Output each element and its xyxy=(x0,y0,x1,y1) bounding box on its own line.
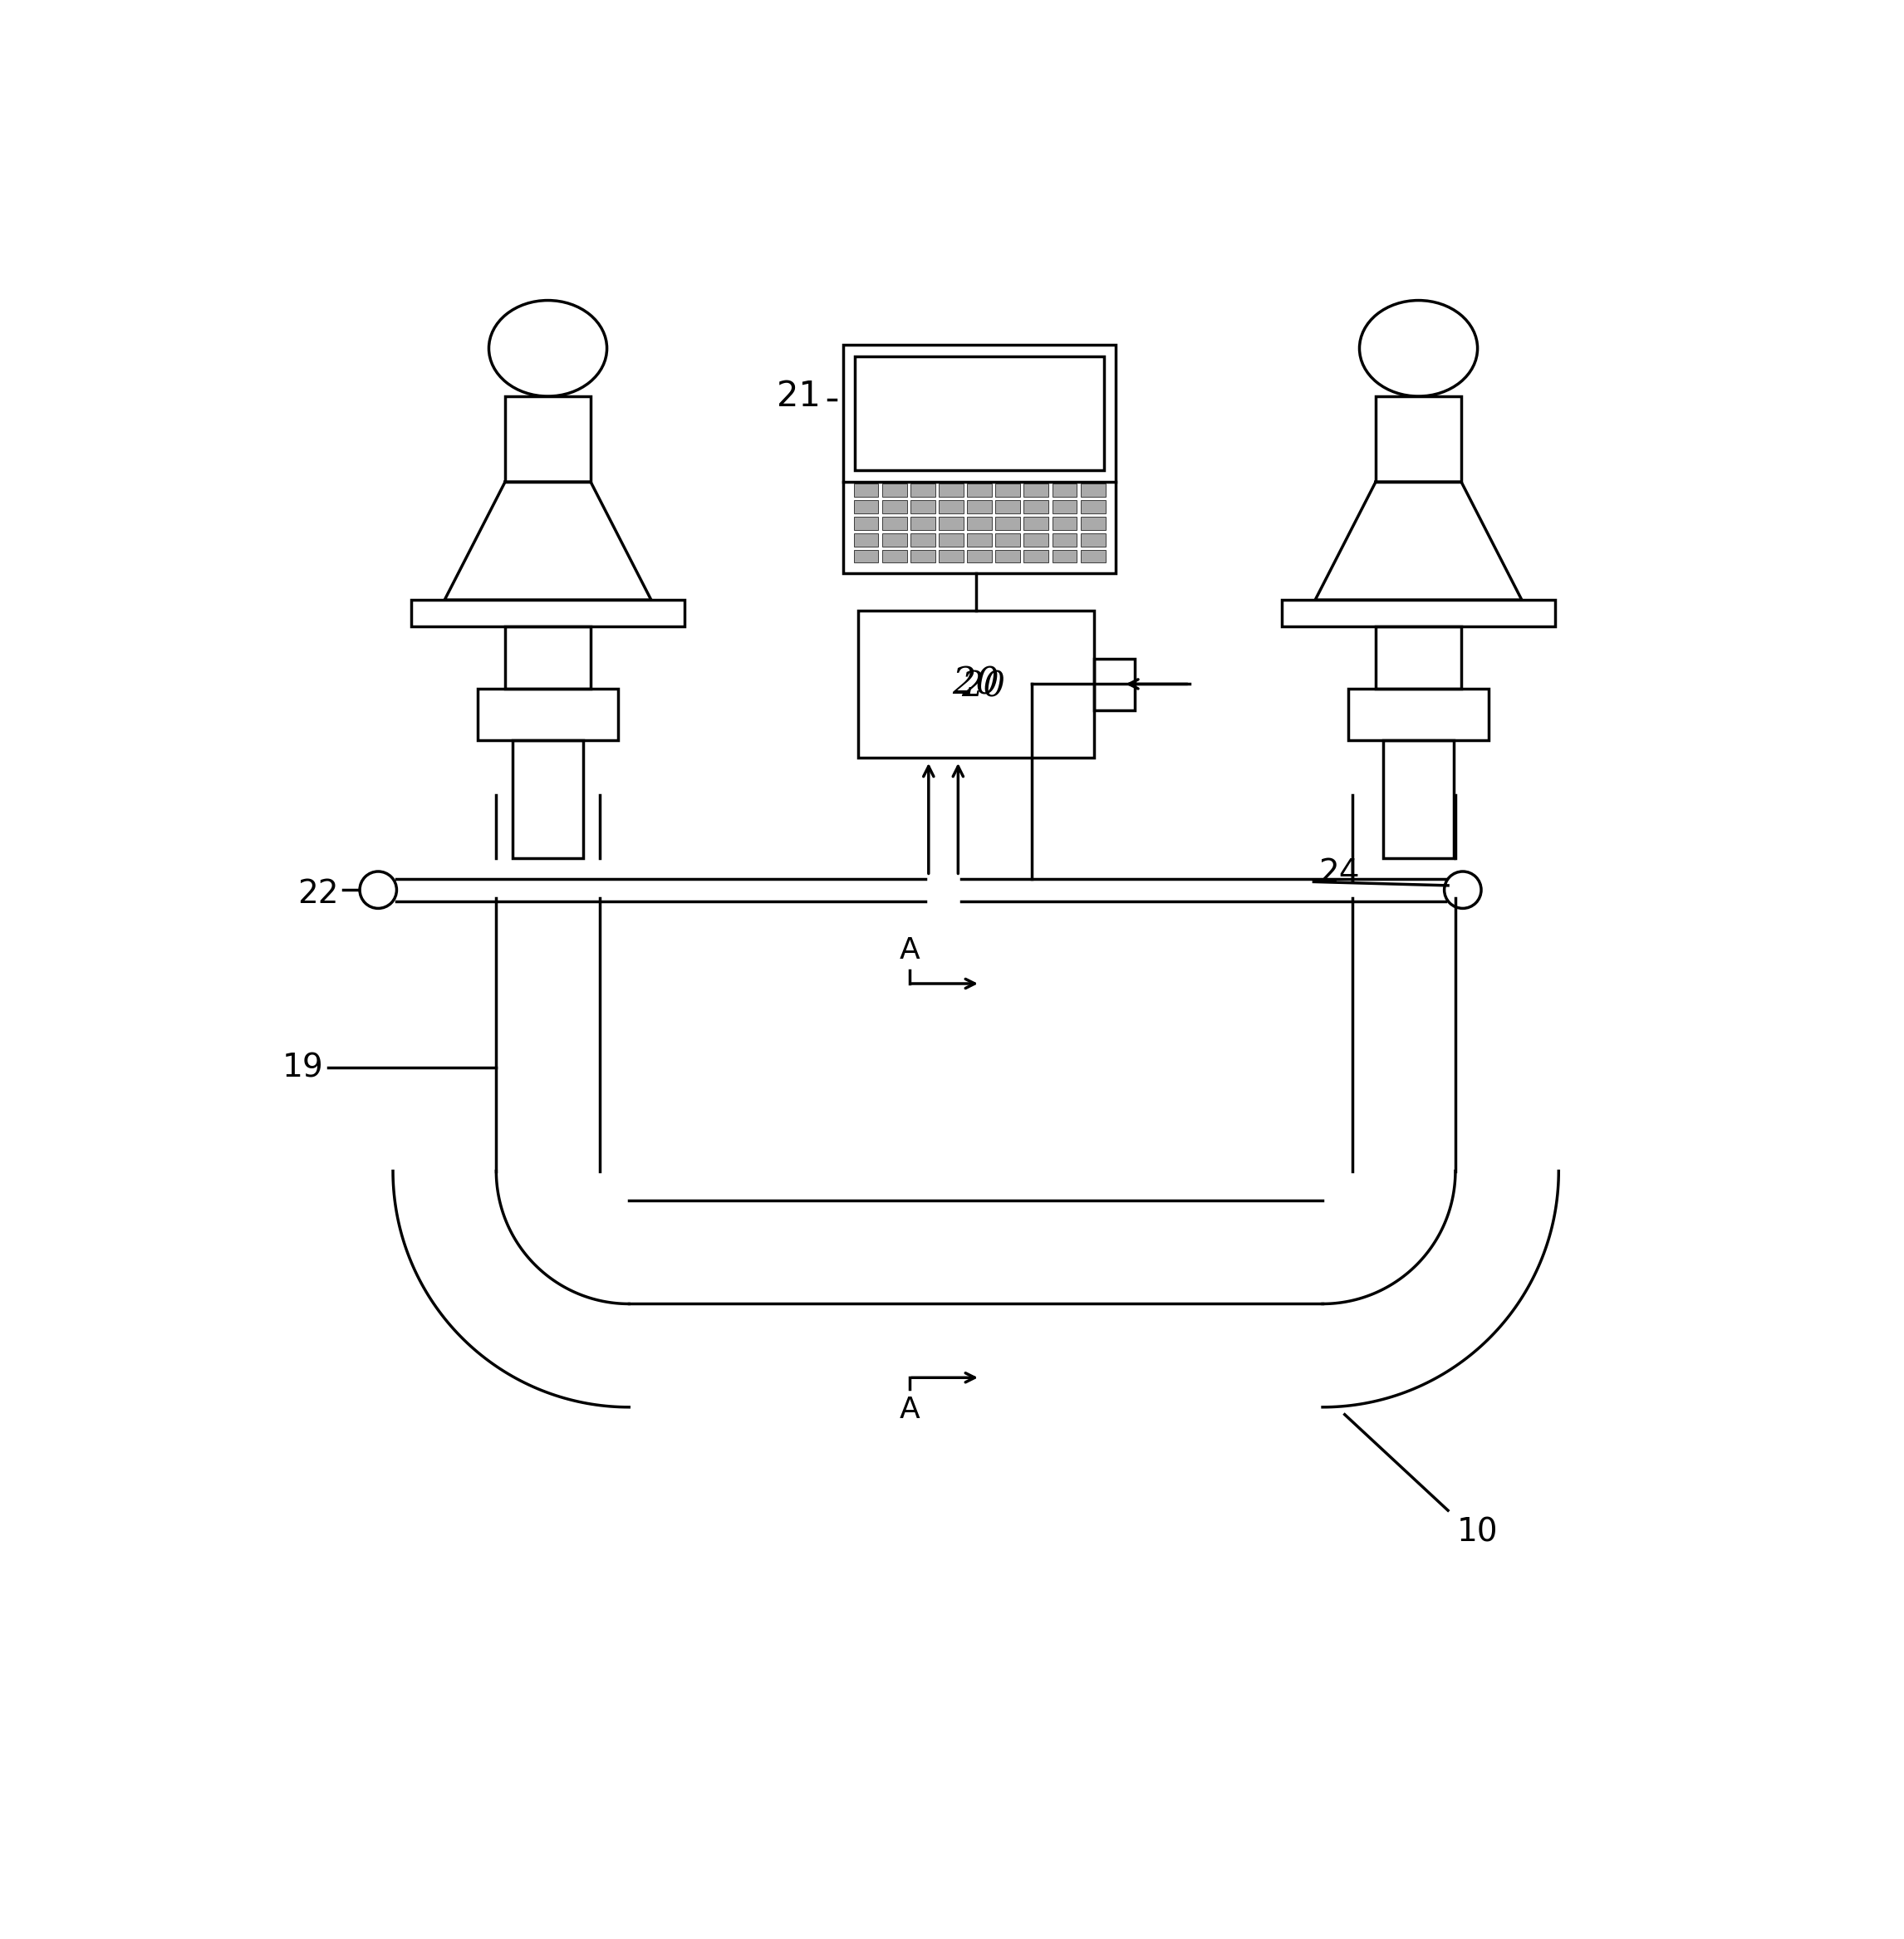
Bar xyxy=(882,483,906,496)
Bar xyxy=(967,533,992,547)
Bar xyxy=(996,483,1021,496)
Bar xyxy=(996,551,1021,562)
Bar xyxy=(939,500,963,514)
Text: 20: 20 xyxy=(962,669,1005,704)
Bar xyxy=(1081,551,1106,562)
Text: 21: 21 xyxy=(777,378,821,413)
Bar xyxy=(1348,688,1489,741)
Bar xyxy=(512,741,583,859)
Bar xyxy=(996,516,1021,529)
Bar xyxy=(853,533,878,547)
Bar xyxy=(910,483,935,496)
Bar xyxy=(853,500,878,514)
Bar xyxy=(967,516,992,529)
Bar xyxy=(1024,500,1049,514)
Text: 20: 20 xyxy=(952,667,1000,702)
Bar xyxy=(855,357,1104,469)
Bar xyxy=(1281,599,1556,626)
Bar xyxy=(1053,533,1078,547)
Text: A: A xyxy=(899,937,920,964)
Text: 24: 24 xyxy=(1318,857,1359,888)
Bar xyxy=(1081,533,1106,547)
Text: A: A xyxy=(899,1396,920,1423)
Bar xyxy=(1053,516,1078,529)
Bar xyxy=(939,483,963,496)
Bar xyxy=(1024,516,1049,529)
Bar xyxy=(996,500,1021,514)
Bar xyxy=(478,688,619,741)
Bar xyxy=(853,551,878,562)
Bar xyxy=(882,551,906,562)
Bar xyxy=(853,483,878,496)
Text: 22: 22 xyxy=(297,878,339,909)
Bar xyxy=(967,483,992,496)
Bar xyxy=(967,551,992,562)
Bar xyxy=(1024,551,1049,562)
Bar xyxy=(1081,500,1106,514)
Text: 10: 10 xyxy=(1457,1516,1498,1549)
Bar xyxy=(1382,741,1455,859)
Bar xyxy=(1053,500,1078,514)
Bar xyxy=(1377,396,1460,483)
Bar xyxy=(1081,483,1106,496)
Bar xyxy=(411,599,684,626)
Bar xyxy=(1024,533,1049,547)
Bar xyxy=(910,516,935,529)
Bar xyxy=(1377,626,1460,688)
Bar xyxy=(505,396,590,483)
Bar xyxy=(939,551,963,562)
Bar xyxy=(853,516,878,529)
Bar xyxy=(882,500,906,514)
Bar xyxy=(857,611,1093,758)
Bar xyxy=(910,500,935,514)
Bar xyxy=(843,345,1116,574)
Bar xyxy=(996,533,1021,547)
Text: 19: 19 xyxy=(282,1053,324,1084)
Bar xyxy=(1095,659,1135,710)
Bar xyxy=(939,533,963,547)
Bar xyxy=(882,516,906,529)
Bar xyxy=(939,516,963,529)
Bar xyxy=(910,533,935,547)
Bar xyxy=(1053,551,1078,562)
Bar xyxy=(1024,483,1049,496)
Bar xyxy=(1053,483,1078,496)
Bar xyxy=(882,533,906,547)
Bar xyxy=(967,500,992,514)
Bar xyxy=(910,551,935,562)
Bar xyxy=(1081,516,1106,529)
Bar xyxy=(505,626,590,688)
